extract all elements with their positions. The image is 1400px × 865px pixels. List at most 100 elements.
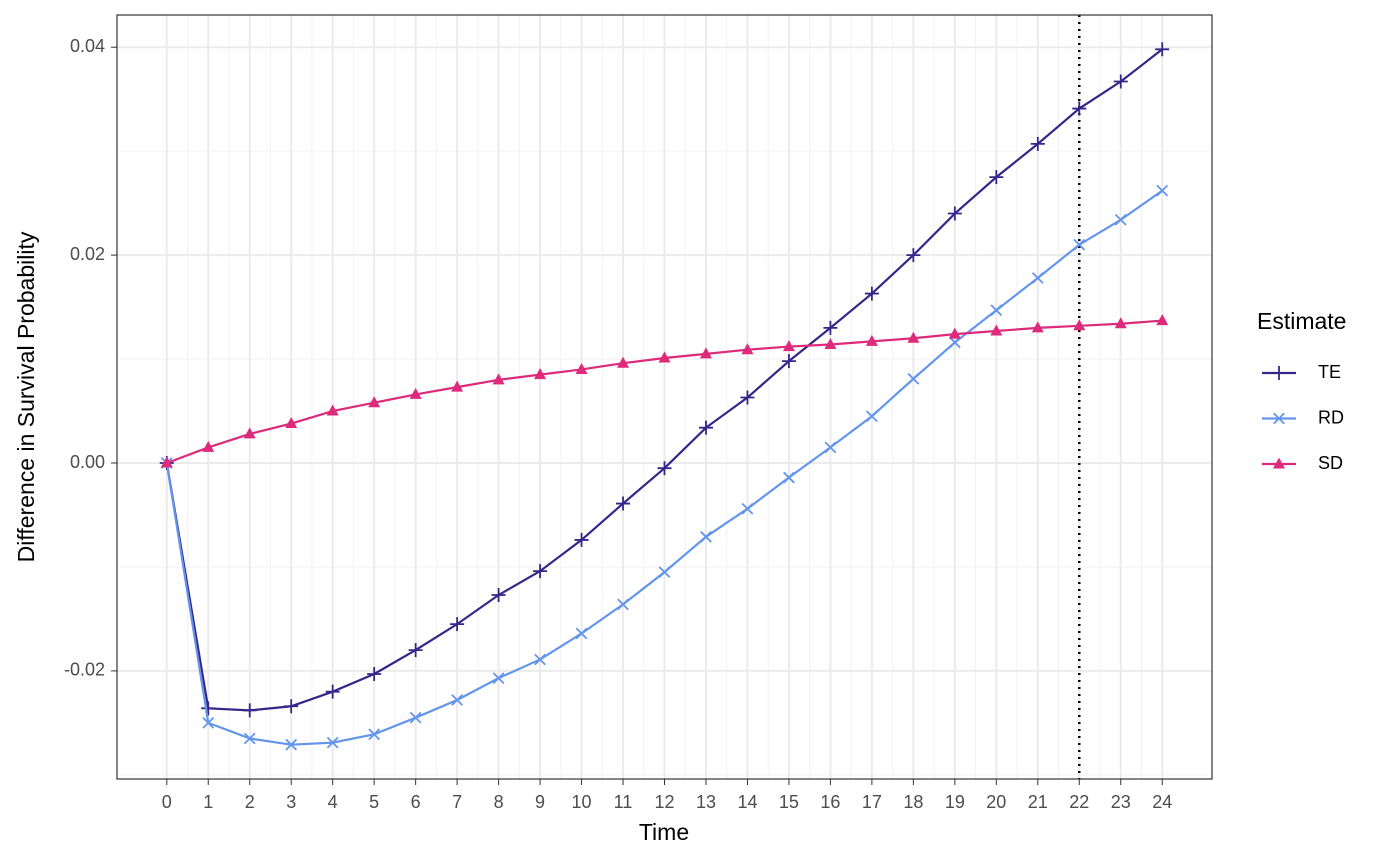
marker-shape xyxy=(824,338,837,350)
marker-shape xyxy=(865,410,878,423)
point xyxy=(202,440,215,452)
point xyxy=(657,461,672,476)
marker-shape xyxy=(947,206,962,221)
marker-shape xyxy=(657,461,672,476)
x-tick-label: 7 xyxy=(452,792,462,812)
x-tick-label: 23 xyxy=(1111,792,1131,812)
marker-shape xyxy=(698,420,713,435)
marker-shape xyxy=(906,248,921,263)
point xyxy=(1155,42,1170,57)
marker-shape xyxy=(1031,272,1044,284)
x-tick-label: 18 xyxy=(903,792,923,812)
marker-shape xyxy=(741,343,754,355)
marker-shape xyxy=(658,566,671,579)
marker-shape xyxy=(658,351,671,363)
marker-shape xyxy=(534,653,546,666)
marker-shape xyxy=(990,324,1003,336)
legend-label: SD xyxy=(1318,453,1343,473)
legend-marker xyxy=(1273,412,1285,425)
point xyxy=(740,390,755,405)
x-tick-label: 22 xyxy=(1069,792,1089,812)
x-tick-label: 13 xyxy=(696,792,716,812)
point xyxy=(243,732,256,745)
marker-shape xyxy=(451,380,464,392)
marker-shape xyxy=(242,703,257,718)
point xyxy=(492,373,505,385)
marker-shape xyxy=(284,699,299,714)
marker-shape xyxy=(990,304,1003,317)
legend-marker xyxy=(1273,457,1285,469)
x-tick-label: 1 xyxy=(203,792,213,812)
x-tick-label: 14 xyxy=(737,792,757,812)
point xyxy=(533,564,548,579)
marker-shape xyxy=(575,362,588,374)
x-tick-label: 8 xyxy=(494,792,504,812)
marker-shape xyxy=(1030,136,1045,151)
marker-shape xyxy=(326,736,339,749)
x-tick-label: 5 xyxy=(369,792,379,812)
point xyxy=(741,502,754,515)
point xyxy=(907,372,920,385)
point xyxy=(865,334,878,346)
point xyxy=(948,336,961,349)
legend-item: SD xyxy=(1262,453,1343,473)
point xyxy=(864,286,879,301)
x-axis-title: Time xyxy=(639,819,689,845)
point xyxy=(1031,321,1044,333)
marker-shape xyxy=(491,588,506,603)
marker-shape xyxy=(1072,101,1087,116)
x-tick-label: 19 xyxy=(945,792,965,812)
point xyxy=(325,684,340,699)
marker-shape xyxy=(201,701,216,716)
point xyxy=(617,356,630,368)
marker-shape xyxy=(824,441,837,454)
marker-shape xyxy=(202,440,215,452)
point xyxy=(1113,74,1128,89)
marker-shape xyxy=(409,387,422,399)
y-tick-label: 0.00 xyxy=(70,452,105,472)
point xyxy=(1156,314,1169,326)
marker-shape xyxy=(534,368,547,380)
marker-shape xyxy=(325,684,340,699)
marker-shape xyxy=(907,331,920,343)
marker-shape xyxy=(1114,317,1127,329)
marker-shape xyxy=(616,496,631,511)
marker-shape xyxy=(450,617,465,632)
point xyxy=(783,471,795,484)
x-tick-label: 2 xyxy=(245,792,255,812)
point xyxy=(575,627,588,640)
x-tick-label: 11 xyxy=(614,792,633,812)
marker-shape xyxy=(1273,457,1285,469)
point xyxy=(990,324,1003,336)
point xyxy=(906,248,921,263)
point xyxy=(492,672,505,685)
marker-shape xyxy=(408,643,423,658)
point xyxy=(907,331,920,343)
marker-shape xyxy=(285,738,298,751)
legend-label: TE xyxy=(1318,362,1341,382)
marker-shape xyxy=(782,340,795,352)
marker-shape xyxy=(1031,321,1044,333)
x-tick-label: 10 xyxy=(572,792,592,812)
point xyxy=(285,417,298,429)
y-tick-label: 0.04 xyxy=(70,36,105,56)
marker-shape xyxy=(202,716,215,729)
marker-shape xyxy=(781,354,796,369)
point xyxy=(409,711,422,724)
y-axis-title: Difference in Survival Probability xyxy=(13,231,39,562)
x-tick-label: 4 xyxy=(328,792,338,812)
marker-shape xyxy=(1156,314,1169,326)
point xyxy=(201,701,216,716)
marker-shape xyxy=(741,502,754,515)
point xyxy=(1073,319,1086,331)
point xyxy=(990,304,1003,317)
point xyxy=(1114,317,1127,329)
point xyxy=(451,380,464,392)
point xyxy=(782,340,795,352)
marker-shape xyxy=(368,396,381,408)
legend-label: RD xyxy=(1318,407,1344,427)
point xyxy=(658,566,671,579)
point xyxy=(326,404,339,416)
x-tick-label: 15 xyxy=(779,792,799,812)
